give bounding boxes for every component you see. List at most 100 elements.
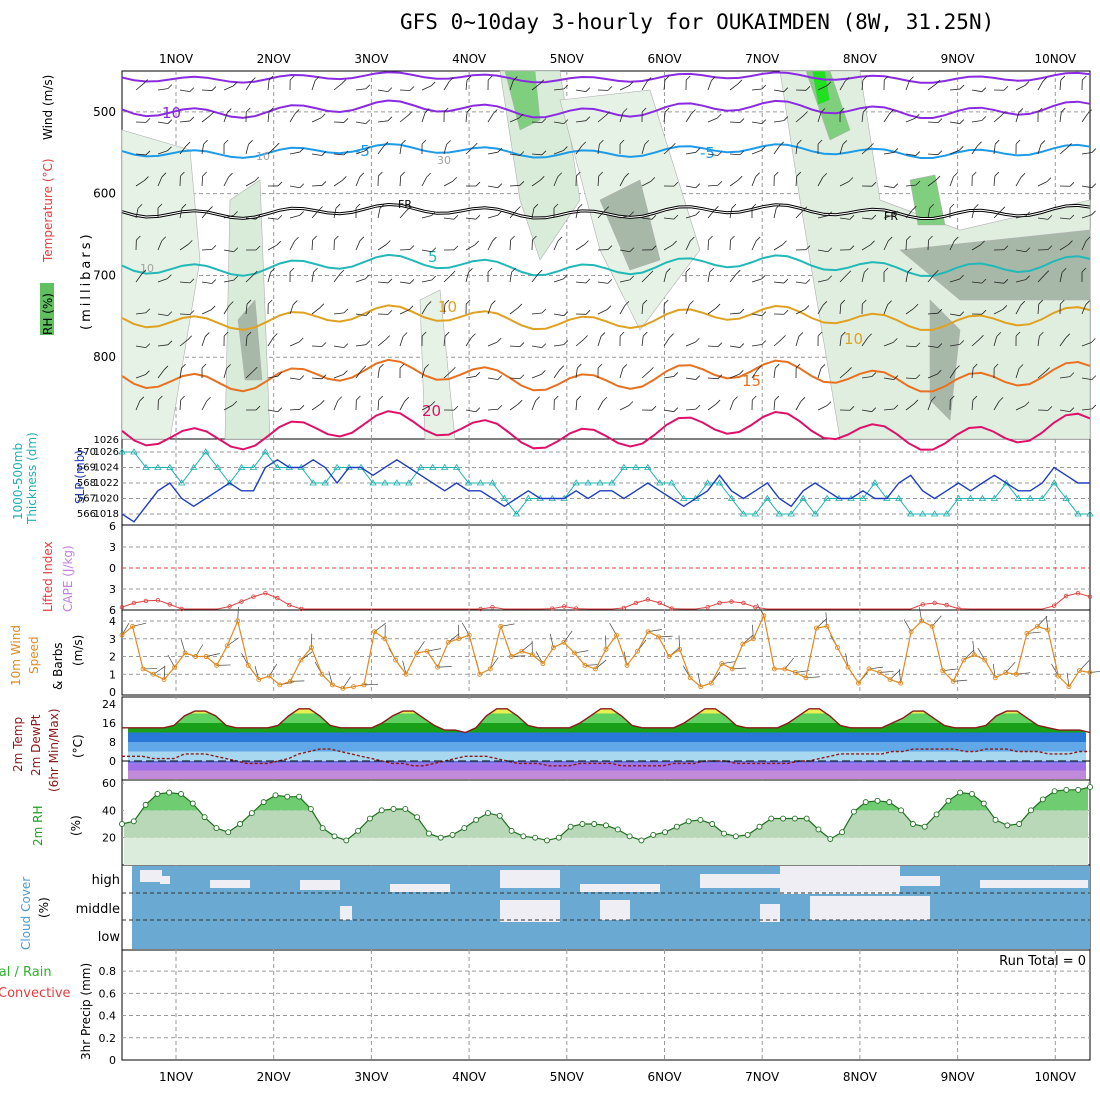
wind-barb-flag: [581, 141, 587, 147]
wind-barb-flag: [446, 140, 451, 145]
wind-barb: [399, 175, 402, 187]
wind-barb: [135, 153, 146, 156]
wind-barb: [707, 184, 719, 187]
wind-barb-flag: [252, 366, 258, 372]
wind-barb-flag: [444, 331, 450, 337]
cloud-clear: [600, 900, 630, 920]
rh-marker: [768, 815, 775, 822]
lifted-index-marker: [478, 606, 483, 612]
wind-barb: [223, 112, 228, 123]
wind-barb-flag: [365, 311, 371, 316]
wind-barb: [993, 336, 998, 347]
wind-speed-marker: [477, 671, 483, 677]
wind-barb: [641, 371, 650, 379]
wind-barb-flag: [690, 236, 695, 242]
wind-barb: [685, 408, 696, 411]
wind-barb-flag: [607, 245, 613, 250]
cloud-clear: [160, 876, 170, 884]
wind-barb: [487, 214, 498, 219]
wind-barb: [1037, 336, 1040, 347]
wind-barb-flag: [584, 240, 589, 245]
rh-marker: [685, 818, 692, 825]
wind-barb: [817, 368, 822, 379]
wind-barb: [355, 150, 366, 155]
thickness-marker: [321, 479, 329, 486]
rh-marker: [1028, 807, 1034, 814]
wind-barb-flag: [563, 274, 568, 280]
wind-barb: [575, 244, 585, 251]
rh-marker: [957, 789, 964, 796]
ylabel-cloud-pct: (%): [37, 897, 51, 918]
wind-barb: [861, 244, 871, 251]
wind-barb-flag: [233, 275, 239, 281]
wind-barb: [707, 210, 715, 219]
wind-barb-flag: [871, 181, 877, 187]
wind-barb: [135, 345, 146, 349]
isotherm-minus10: [121, 99, 1091, 119]
rh-marker: [650, 831, 657, 838]
wind-barb-flag: [949, 395, 955, 401]
wind-barb-flag: [761, 119, 767, 124]
thickness-marker: [656, 479, 664, 486]
lifted-index-marker: [561, 604, 567, 609]
wind-barb: [509, 377, 521, 380]
wind-barb-flag: [206, 396, 211, 402]
wind-barb: [333, 153, 344, 156]
wind-speed-marker: [908, 629, 914, 635]
date-label-top: 3NOV: [354, 52, 389, 66]
lifted-index-marker: [956, 606, 961, 611]
wind-barb-flag: [563, 119, 569, 124]
wind-barb-flag: [203, 139, 208, 145]
wind-speed-line: [121, 613, 1091, 690]
date-label-bottom: 8NOV: [843, 1070, 878, 1084]
wind-tick: 1: [109, 668, 116, 681]
wind-barb-flag: [246, 331, 252, 337]
wind-speed-marker: [193, 654, 199, 659]
wind-speed-marker: [308, 645, 314, 651]
wind-barb: [751, 278, 762, 283]
wind-barb-flag: [141, 269, 147, 275]
rh-marker: [331, 833, 338, 840]
wind-barb-flag: [539, 79, 545, 85]
wind-barb-flag: [313, 267, 318, 273]
wind-barb: [927, 153, 939, 156]
cloud-clear: [810, 896, 930, 920]
wind-barb-flag: [730, 235, 735, 241]
wind-barb: [443, 217, 454, 220]
wind-barb: [135, 273, 143, 283]
wind-speed-marker: [856, 680, 861, 686]
thickness-marker: [739, 510, 748, 517]
lifted-index-marker: [550, 606, 555, 611]
wind-barb: [927, 179, 937, 187]
wind-barb: [399, 115, 409, 123]
wind-speed-marker: [277, 682, 283, 688]
wind-speed-marker: [666, 654, 672, 659]
precip-tick: 0.6: [99, 987, 117, 1000]
wind-barb-flag: [335, 203, 341, 209]
wind-barb-flag: [1025, 275, 1031, 280]
wind-barb: [553, 313, 564, 317]
wind-barb-flag: [796, 171, 802, 177]
slp-tick: 1018: [94, 509, 119, 520]
lifted-index-marker: [717, 600, 722, 606]
wind-barb: [1015, 215, 1026, 219]
wind-speed-marker: [508, 654, 514, 659]
wind-barb: [421, 85, 432, 91]
wind-barb-flag: [208, 206, 213, 211]
wind-barb-flag: [841, 331, 846, 337]
wind-barb: [1037, 181, 1048, 187]
wind-barb-flag: [937, 308, 943, 314]
thickness-marker: [189, 463, 198, 470]
wind-barb-flag: [979, 335, 984, 340]
isotherm-10: [121, 304, 1091, 331]
wind-barb: [179, 281, 190, 284]
wind-barb: [861, 217, 872, 220]
wind-barb-flag: [228, 172, 233, 178]
wind-barb: [927, 274, 935, 283]
thickness-marker: [918, 510, 927, 517]
date-label-bottom: 9NOV: [941, 1070, 976, 1084]
wind-barb-flag: [533, 203, 539, 209]
wind-barb-flag: [1061, 267, 1067, 273]
lifted-index-marker: [932, 600, 937, 606]
